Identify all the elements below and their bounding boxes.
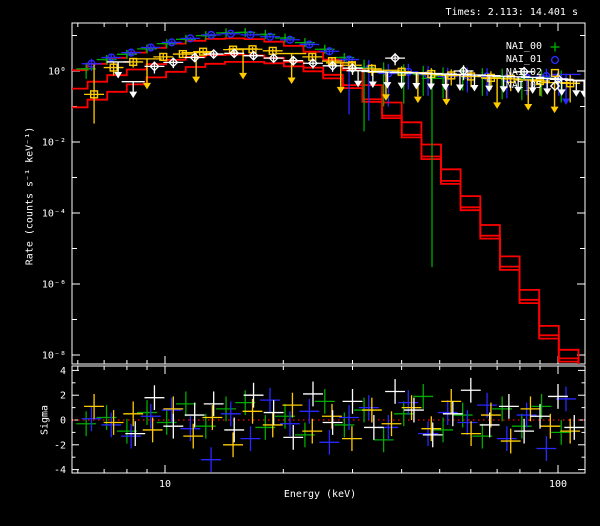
residuals-NAI_02 xyxy=(84,389,581,458)
y-axis-title-sigma: Sigma xyxy=(39,404,51,436)
svg-text:0: 0 xyxy=(60,416,66,427)
square-marker-icon xyxy=(550,68,560,77)
svg-text:10⁻⁶: 10⁻⁶ xyxy=(42,280,66,291)
model-curves xyxy=(72,37,580,364)
legend-label-nai02: NAI_02 xyxy=(505,67,542,78)
series-NAI_05 xyxy=(106,48,585,99)
residuals-NAI_01 xyxy=(81,386,576,473)
x-axis-title: Energy (keV) xyxy=(283,489,357,500)
circle-marker-icon xyxy=(550,55,560,64)
times-label: Times: 2.113: 14.401 s xyxy=(445,7,578,18)
svg-text:10⁰: 10⁰ xyxy=(48,67,66,78)
svg-text:10⁻²: 10⁻² xyxy=(42,138,66,149)
svg-text:10: 10 xyxy=(159,479,171,490)
model-curve xyxy=(72,53,580,364)
diamond-marker-icon xyxy=(549,80,561,91)
legend-row-nai01: NAI_01 xyxy=(506,53,563,66)
legend: NAI_00 NAI_01 NAI_02 NAI_05 xyxy=(506,40,563,92)
legend-row-nai02: NAI_02 xyxy=(506,66,563,79)
residuals-NAI_05 xyxy=(125,377,585,450)
plus-marker-icon xyxy=(550,42,560,51)
main-panel-frame xyxy=(71,22,586,365)
svg-text:10⁻⁴: 10⁻⁴ xyxy=(42,209,66,220)
svg-text:100: 100 xyxy=(549,479,567,490)
axis-ticks: 10 100 10⁰ 10⁻² 10⁻⁴ 10⁻⁶ 10⁻⁸ -4 -2 0 2 4 xyxy=(42,23,585,490)
model-curve xyxy=(72,61,580,364)
svg-text:10⁻⁸: 10⁻⁸ xyxy=(42,351,66,362)
svg-text:2: 2 xyxy=(60,391,66,402)
model-curve xyxy=(72,37,580,364)
svg-text:-4: -4 xyxy=(54,465,66,476)
residuals-NAI_00 xyxy=(76,384,572,453)
legend-row-nai00: NAI_00 xyxy=(506,40,563,53)
legend-row-nai05: NAI_05 xyxy=(506,79,563,92)
y-axis-title-rate: Rate (counts s⁻¹ keV⁻¹) xyxy=(24,126,36,266)
legend-label-nai05: NAI_05 xyxy=(505,80,542,91)
svg-text:-2: -2 xyxy=(54,440,66,451)
svg-text:4: 4 xyxy=(60,366,66,377)
legend-label-nai00: NAI_00 xyxy=(505,41,542,52)
legend-label-nai01: NAI_01 xyxy=(505,54,542,65)
